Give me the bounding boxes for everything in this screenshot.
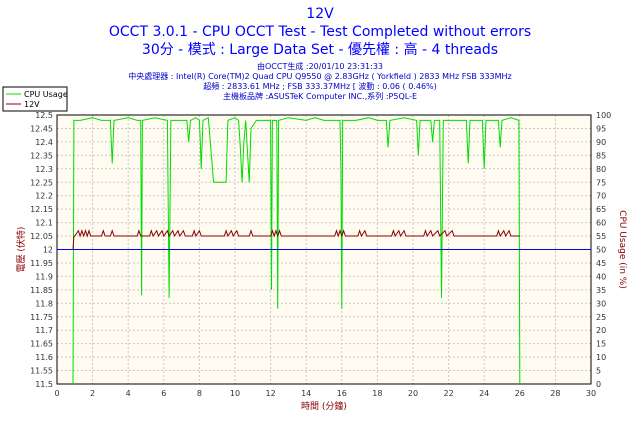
y-right-tick-label: 5 bbox=[596, 367, 601, 376]
x-tick-label: 6 bbox=[161, 389, 166, 398]
legend-label: 12V bbox=[24, 100, 40, 109]
x-tick-label: 2 bbox=[90, 389, 95, 398]
x-tick-label: 20 bbox=[408, 389, 418, 398]
series-line-cpu-usage bbox=[72, 116, 521, 385]
x-tick-label: 12 bbox=[266, 389, 276, 398]
y-right-tick-label: 80 bbox=[596, 165, 606, 174]
x-tick-label: 14 bbox=[301, 389, 311, 398]
info-overclock: 超頻 : 2833.61 MHz ; FSB 333.37MHz [ 波動 : … bbox=[203, 82, 437, 91]
y-tick-label: 11.5 bbox=[35, 380, 53, 389]
y-tick-label: 12.25 bbox=[30, 178, 53, 187]
x-tick-label: 8 bbox=[197, 389, 202, 398]
x-tick-label: 16 bbox=[337, 389, 347, 398]
y-right-tick-label: 45 bbox=[596, 259, 606, 268]
info-motherboard: 主機板品牌 :ASUSTeK Computer INC.,系列 :P5QL-E bbox=[223, 92, 417, 101]
y-right-tick-label: 50 bbox=[596, 246, 606, 255]
info-cpu: 中央處理器 : Intel(R) Core(TM)2 Quad CPU Q955… bbox=[128, 72, 512, 81]
y-tick-label: 11.55 bbox=[30, 367, 53, 376]
x-tick-label: 10 bbox=[230, 389, 240, 398]
y-tick-label: 11.7 bbox=[35, 326, 53, 335]
y-right-tick-label: 65 bbox=[596, 205, 606, 214]
legend-label: CPU Usage bbox=[24, 90, 68, 99]
info-generated: 由OCCT生成 :20/01/10 23:31:33 bbox=[257, 62, 383, 71]
x-tick-label: 26 bbox=[515, 389, 525, 398]
y-tick-label: 12.35 bbox=[30, 151, 53, 160]
y-right-tick-label: 10 bbox=[596, 353, 606, 362]
chart-subtitle-mode: 30分 - 模式 : Large Data Set - 優先權 : 高 - 4 … bbox=[141, 42, 499, 58]
legend-box bbox=[2, 86, 68, 112]
y-right-tick-label: 95 bbox=[596, 124, 606, 133]
y-tick-label: 11.65 bbox=[30, 340, 53, 349]
y-tick-label: 12.4 bbox=[35, 138, 53, 147]
y-right-tick-label: 20 bbox=[596, 326, 606, 335]
y-tick-label: 11.85 bbox=[30, 286, 53, 295]
y-right-tick-label: 70 bbox=[596, 192, 606, 201]
x-tick-label: 4 bbox=[126, 389, 131, 398]
y-tick-label: 12.05 bbox=[30, 232, 53, 241]
y-tick-label: 11.9 bbox=[35, 272, 53, 281]
chart-title: 12V bbox=[306, 6, 334, 22]
y-right-tick-label: 100 bbox=[596, 111, 611, 120]
y-tick-label: 12.15 bbox=[30, 205, 53, 214]
y-tick-label: 12.1 bbox=[35, 219, 53, 228]
y-right-tick-label: 15 bbox=[596, 340, 606, 349]
y-tick-label: 12.2 bbox=[35, 192, 53, 201]
chart-subtitle-test: OCCT 3.0.1 - CPU OCCT Test - Test Comple… bbox=[108, 24, 532, 40]
x-tick-label: 30 bbox=[586, 389, 596, 398]
y-tick-label: 12 bbox=[43, 246, 53, 255]
y-right-tick-label: 75 bbox=[596, 178, 606, 187]
series-line-12v bbox=[72, 229, 520, 250]
y-tick-label: 12.3 bbox=[35, 165, 53, 174]
y-right-tick-label: 85 bbox=[596, 151, 606, 160]
x-tick-label: 24 bbox=[479, 389, 489, 398]
y-right-tick-label: 90 bbox=[596, 138, 606, 147]
y-right-tick-label: 35 bbox=[596, 286, 606, 295]
y-tick-label: 11.75 bbox=[30, 313, 53, 322]
y-right-tick-label: 0 bbox=[596, 380, 601, 389]
x-tick-label: 0 bbox=[54, 389, 59, 398]
x-tick-label: 18 bbox=[372, 389, 382, 398]
y-tick-label: 12.5 bbox=[35, 111, 53, 120]
y-right-tick-label: 30 bbox=[596, 299, 606, 308]
y-right-tick-label: 40 bbox=[596, 272, 606, 281]
y-right-axis-label: CPU Usage (in %) bbox=[617, 210, 627, 289]
x-axis-label: 時間 (分鐘) bbox=[301, 400, 347, 412]
y-tick-label: 11.8 bbox=[35, 299, 53, 308]
y-right-tick-label: 60 bbox=[596, 219, 606, 228]
y-tick-label: 11.95 bbox=[30, 259, 53, 268]
y-axis-label: 電壓 (伏特) bbox=[15, 227, 27, 273]
x-tick-label: 22 bbox=[444, 389, 454, 398]
y-tick-label: 12.45 bbox=[30, 124, 53, 133]
y-right-tick-label: 25 bbox=[596, 313, 606, 322]
x-tick-label: 28 bbox=[550, 389, 560, 398]
y-tick-label: 11.6 bbox=[35, 353, 53, 362]
y-right-tick-label: 55 bbox=[596, 232, 606, 241]
